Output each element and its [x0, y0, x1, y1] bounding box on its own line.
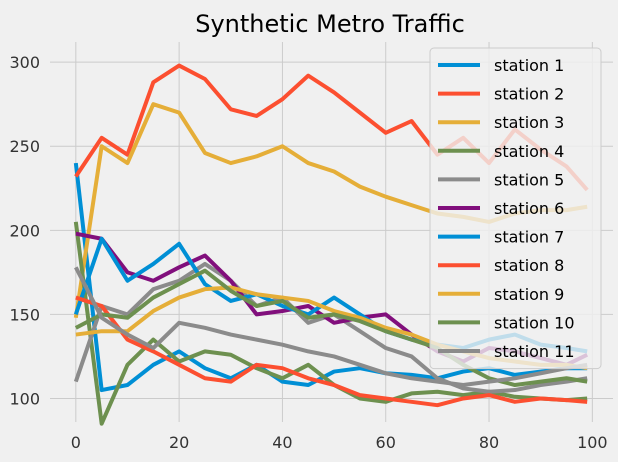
legend-label: station 5	[494, 170, 564, 189]
y-tick-label: 300	[9, 53, 40, 72]
chart-title: Synthetic Metro Traffic	[195, 10, 465, 38]
legend-box	[429, 47, 602, 370]
legend-label: station 2	[494, 85, 564, 104]
legend-label: station 9	[494, 285, 564, 304]
y-tick-label: 150	[9, 305, 40, 324]
x-tick-label: 20	[169, 433, 189, 452]
x-tick-label: 0	[71, 433, 81, 452]
x-tick-label: 60	[376, 433, 396, 452]
y-tick-label: 250	[9, 137, 40, 156]
legend-label: station 3	[494, 113, 564, 132]
legend-label: station 10	[494, 313, 575, 332]
legend-label: station 1	[494, 56, 564, 75]
legend-label: station 8	[494, 256, 564, 275]
y-tick-label: 100	[9, 389, 40, 408]
series-line-station-10	[74, 268, 588, 388]
legend-label: station 6	[494, 199, 564, 218]
y-tick-labels: 100 150 200 250 300	[9, 53, 40, 408]
x-tick-labels: 0 20 40 60 80 100	[71, 433, 608, 452]
y-tick-label: 200	[9, 221, 40, 240]
series-line-station-11	[74, 266, 588, 388]
series-line-station-8	[75, 295, 588, 408]
x-tick-label: 100	[577, 433, 608, 452]
x-tick-label: 80	[479, 433, 499, 452]
legend-label: station 7	[494, 228, 564, 247]
x-tick-label: 40	[272, 433, 292, 452]
legend: station 1 station 2 station 3 station 4 stat…	[429, 47, 602, 370]
legend-label: station 4	[494, 142, 564, 161]
legend-label: station 11	[494, 342, 575, 361]
series-line-station-1	[73, 162, 588, 393]
